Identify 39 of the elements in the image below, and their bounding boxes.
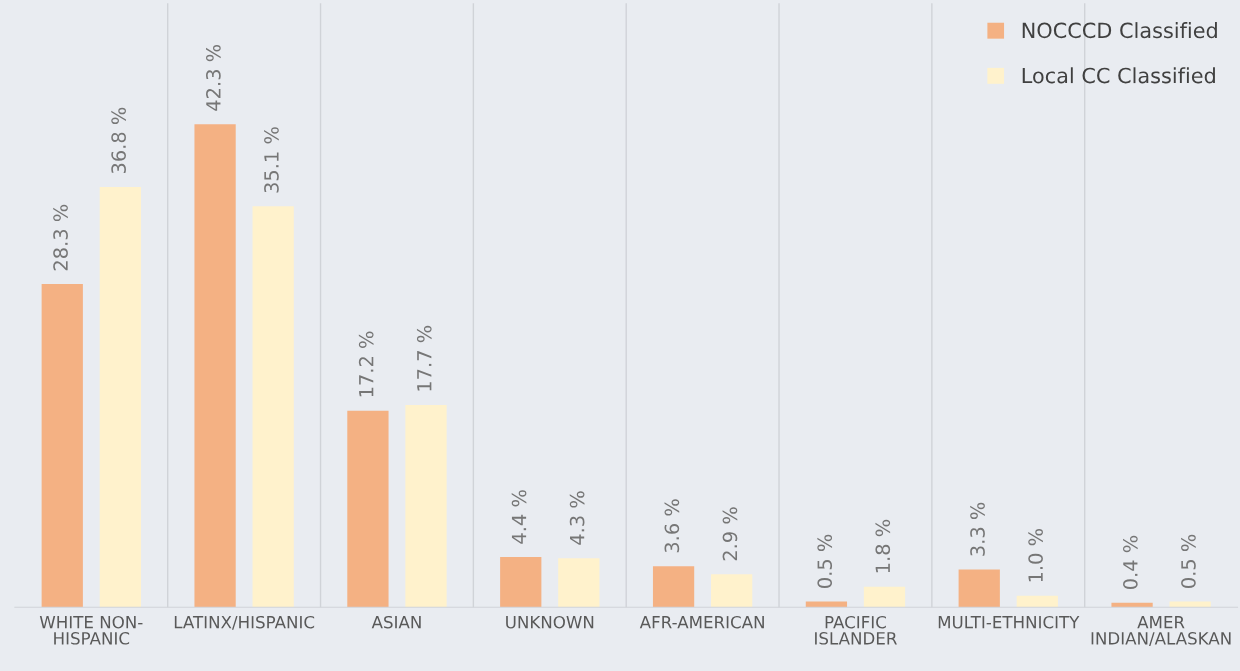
bar xyxy=(194,124,236,608)
bar xyxy=(252,206,294,608)
data-label: 2.9 % xyxy=(722,507,738,561)
data-label: 42.3 % xyxy=(206,44,221,111)
data-label: 1.0 % xyxy=(1028,528,1043,582)
data-label: 3.3 % xyxy=(970,502,985,556)
bar xyxy=(652,566,695,608)
data-label: 1.8 % xyxy=(875,519,891,573)
bar xyxy=(41,284,83,608)
x-tick-label: PACIFIC ISLANDER xyxy=(815,615,897,645)
data-label: 28.3 % xyxy=(53,204,68,271)
x-tick-label: AFR-AMERICAN xyxy=(639,615,764,629)
bar xyxy=(958,569,1000,608)
bar xyxy=(347,410,389,608)
x-tick-label: ASIAN xyxy=(371,615,421,629)
x-tick-label: LATINX/HISPANIC xyxy=(174,615,315,630)
bar xyxy=(711,574,753,608)
data-label: 17.2 % xyxy=(358,331,374,397)
x-tick-label: AMER INDIAN/ALASKAN xyxy=(1091,616,1231,646)
data-label: 36.8 % xyxy=(111,107,126,174)
data-label: 3.6 % xyxy=(664,499,680,553)
x-tick-label: UNKNOWN xyxy=(506,615,594,629)
x-tick-label: WHITE NON- HISPANIC xyxy=(39,615,143,645)
legend-label: NOCCCD Classified xyxy=(1022,22,1217,39)
data-label: 4.4 % xyxy=(511,490,527,544)
data-label: 35.1 % xyxy=(264,127,279,193)
bar xyxy=(500,557,542,608)
data-label: 17.7 % xyxy=(416,325,432,391)
data-label: 4.3 % xyxy=(569,491,585,545)
bar xyxy=(558,558,600,608)
data-label: 0.4 % xyxy=(1123,535,1138,590)
bar xyxy=(405,405,447,608)
legend-label: Local CC Classified xyxy=(1022,67,1215,84)
data-label: 0.5 % xyxy=(1181,534,1196,588)
bar xyxy=(863,586,906,608)
bar xyxy=(1016,595,1058,608)
x-tick-label: MULTI-ETHNICITY xyxy=(938,615,1080,629)
bar xyxy=(99,186,141,608)
data-label: 0.5 % xyxy=(817,534,833,588)
